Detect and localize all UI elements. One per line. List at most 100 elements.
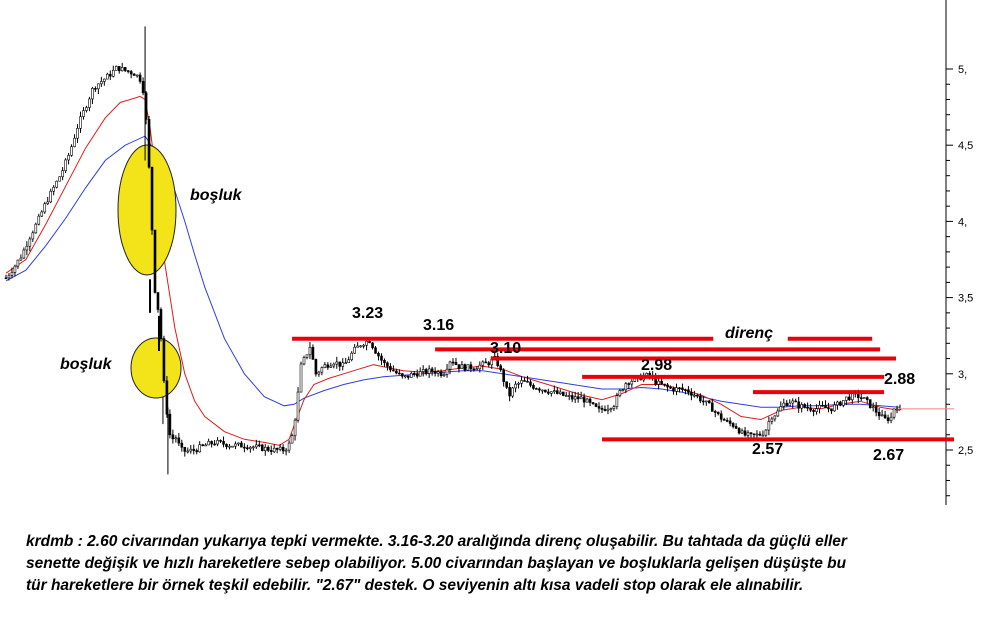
candle-body [153, 229, 157, 293]
candle-body [162, 338, 166, 382]
candle-body [31, 232, 35, 240]
candle-body [618, 390, 622, 397]
candle-body [606, 408, 610, 411]
candle-body [678, 387, 681, 390]
candle-body [311, 347, 315, 360]
candle-body [183, 446, 187, 452]
candle-body [341, 362, 345, 367]
candle-body [421, 369, 425, 372]
candle-body [216, 440, 219, 445]
y-tick-label: 4,5 [958, 140, 973, 152]
candle-body [392, 369, 395, 372]
candle-body [308, 347, 312, 356]
candle-body [314, 359, 318, 375]
y-tick-label: 4, [958, 216, 967, 228]
candle-body [874, 406, 878, 413]
candle-body [702, 400, 705, 403]
candle-body [505, 381, 508, 388]
candle-body [567, 395, 571, 397]
candle-body [22, 249, 26, 259]
candle-body [547, 391, 550, 394]
candle-body [389, 366, 392, 371]
candle-body [785, 402, 789, 406]
candle-body [809, 407, 812, 411]
candle-body [305, 354, 309, 358]
candle-body [237, 442, 240, 445]
candle-body [603, 409, 607, 411]
candle-body [201, 444, 204, 447]
candle-body [761, 434, 765, 437]
y-tick-label: 5, [958, 64, 967, 76]
candle-body [129, 71, 133, 75]
candle-body [412, 373, 416, 375]
level-label-2.88: 2.88 [884, 371, 915, 388]
candle-body [472, 368, 476, 371]
candle-body [693, 394, 696, 397]
candle-body [448, 361, 452, 370]
candle-body [368, 340, 371, 344]
candle-body [94, 88, 97, 90]
candle-body [788, 402, 792, 406]
candle-body [266, 446, 270, 451]
candle-body [535, 388, 538, 390]
candle-body [126, 70, 130, 72]
candle-body [466, 364, 470, 371]
candle-body [859, 397, 863, 399]
level-label-3.10: 3.10 [490, 340, 521, 357]
candle-body [600, 407, 604, 410]
candle-body [70, 146, 73, 156]
candle-body [895, 408, 899, 411]
candle-body [433, 371, 437, 374]
candle-body [159, 309, 163, 339]
candle-body [13, 265, 17, 273]
candle-body [58, 176, 61, 182]
candle-body [541, 389, 544, 392]
candle-body [544, 389, 547, 393]
candle-body [871, 406, 875, 409]
candle-body [666, 384, 669, 388]
candle-body [40, 211, 44, 217]
caption-line-2: senette değişik ve hızlı hareketlere seb… [26, 555, 847, 572]
candle-body [123, 67, 127, 71]
candle-body [409, 373, 413, 378]
candle-body [132, 73, 136, 76]
candle-body [61, 170, 64, 178]
candle-body [439, 371, 443, 376]
candle-body [484, 361, 488, 364]
candle-body [597, 406, 601, 409]
candle-body [615, 395, 619, 407]
candle-body [463, 364, 467, 371]
candle-body [356, 345, 359, 348]
y-axis-ticks: 5, 4,5 4, 3,5 3, 2,5 [946, 64, 973, 497]
candle-body [91, 88, 94, 100]
candle-body [445, 368, 449, 375]
candle-body [612, 406, 616, 409]
candle-body [833, 404, 836, 412]
candle-body [281, 446, 285, 452]
candle-body [776, 410, 780, 417]
candle-body [803, 404, 806, 408]
candle-body [204, 444, 207, 447]
candle-body [764, 429, 768, 436]
candle-body [225, 443, 228, 448]
candle-body [404, 375, 407, 378]
candlesticks [4, 26, 902, 475]
candle-body [594, 403, 598, 407]
candle-body [106, 73, 109, 80]
candle-body [88, 98, 91, 108]
candle-body [812, 409, 815, 412]
candle-body [371, 342, 374, 349]
candle-body [740, 430, 744, 434]
candle-body [377, 353, 380, 357]
candle-body [558, 391, 562, 394]
candle-body [442, 374, 446, 376]
candle-body [529, 381, 532, 386]
candle-body [794, 400, 798, 403]
candle-body [4, 277, 8, 280]
candle-body [37, 215, 41, 225]
candle-body [880, 414, 884, 417]
candle-body [800, 404, 803, 409]
candle-body [886, 417, 890, 421]
candle-body [111, 70, 115, 77]
candle-body [380, 355, 383, 361]
